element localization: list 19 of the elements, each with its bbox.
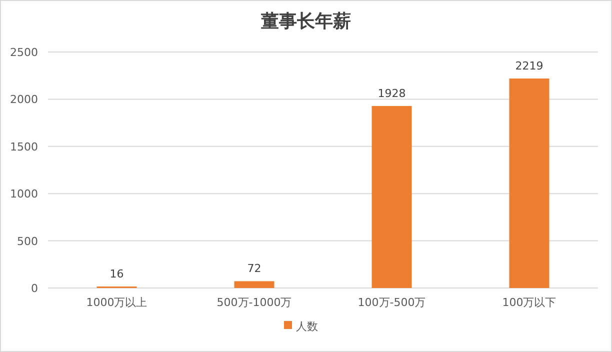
y-tick-label: 0 (31, 282, 38, 295)
bar (234, 281, 274, 288)
data-label: 2219 (515, 60, 544, 73)
bar (372, 106, 412, 288)
x-tick-label: 100万以下 (502, 296, 556, 309)
y-tick-label: 2500 (10, 46, 38, 59)
chart-title: 董事长年薪 (260, 11, 351, 31)
y-tick-label: 2000 (10, 93, 38, 106)
legend-label: 人数 (296, 320, 318, 333)
y-tick-label: 1000 (10, 188, 38, 201)
x-tick-label: 500万-1000万 (216, 296, 292, 309)
bar (509, 78, 550, 288)
y-tick-label: 1500 (10, 140, 38, 154)
data-label: 72 (247, 262, 262, 276)
y-tick-label: 500 (17, 234, 38, 248)
data-label: 1928 (378, 86, 406, 100)
x-tick-label: 100万-500万 (358, 296, 426, 309)
x-tick-label: 1000万以上 (86, 296, 148, 309)
data-label: 16 (110, 267, 124, 280)
